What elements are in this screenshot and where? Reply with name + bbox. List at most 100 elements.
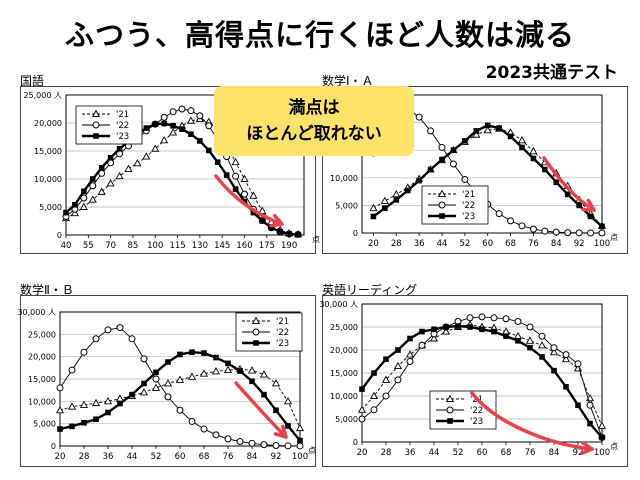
y-tick-label: 20,000 xyxy=(34,119,62,128)
data-point xyxy=(418,341,426,349)
x-unit-label: 点 xyxy=(610,233,618,242)
data-point xyxy=(80,194,88,202)
plot-area xyxy=(361,94,603,234)
data-point xyxy=(597,421,607,429)
x-tick-label: 68 xyxy=(199,452,210,462)
data-point xyxy=(443,324,449,330)
data-point xyxy=(587,213,594,220)
y-tick-label: 15,000 xyxy=(28,375,56,384)
data-point xyxy=(518,222,526,230)
data-point xyxy=(490,314,498,322)
data-point xyxy=(128,335,136,343)
data-point xyxy=(407,335,413,342)
data-point xyxy=(455,323,461,329)
data-point xyxy=(438,143,446,151)
legend-marker xyxy=(252,328,260,336)
data-point xyxy=(517,135,527,144)
legend-label: '23 xyxy=(276,339,289,349)
data-point xyxy=(187,372,197,380)
panel-frame xyxy=(20,86,316,254)
data-point xyxy=(277,228,283,235)
data-point xyxy=(574,360,582,368)
data-point xyxy=(189,349,195,355)
x-tick-label: 28 xyxy=(79,452,90,462)
data-point xyxy=(160,113,168,121)
legend-marker xyxy=(446,406,454,414)
data-point xyxy=(503,333,509,339)
data-point xyxy=(249,191,258,199)
data-point xyxy=(224,435,232,443)
data-point xyxy=(549,347,559,356)
x-tick-label: 20 xyxy=(55,452,66,462)
data-point xyxy=(439,156,445,163)
data-point xyxy=(214,159,221,165)
x-tick-label: 84 xyxy=(551,239,562,249)
x-tick-label: 76 xyxy=(223,452,234,462)
data-point xyxy=(462,138,468,144)
data-point xyxy=(116,324,124,332)
data-point xyxy=(564,229,572,237)
data-point xyxy=(98,165,105,171)
data-point xyxy=(151,383,161,391)
data-point xyxy=(160,136,169,144)
data-point xyxy=(395,347,401,353)
data-point xyxy=(63,209,69,216)
data-point xyxy=(212,431,220,439)
y-tick-label: 15,000 xyxy=(34,147,62,156)
data-point xyxy=(564,191,571,198)
data-point xyxy=(382,205,388,211)
y-tick-label: 25,000 人 xyxy=(23,91,62,100)
data-point xyxy=(427,127,435,135)
data-point xyxy=(550,344,558,352)
callout-line2: ほとんど取れない xyxy=(246,124,382,144)
data-point xyxy=(115,171,124,180)
data-point xyxy=(285,423,291,429)
x-tick-label: 44 xyxy=(437,239,448,249)
data-point xyxy=(93,416,99,422)
x-tick-label: 92 xyxy=(271,452,282,462)
legend-label: '23 xyxy=(116,132,129,142)
callout-bubble: 満点は ほとんど取れない xyxy=(214,86,414,156)
panel-frame xyxy=(322,295,628,467)
data-point xyxy=(106,179,115,187)
data-point xyxy=(358,415,366,423)
data-point xyxy=(515,338,521,344)
x-tick-label: 36 xyxy=(405,448,416,458)
legend-marker xyxy=(437,189,447,197)
data-point xyxy=(197,138,203,144)
data-point xyxy=(163,379,173,387)
y-tick-label: 15,000 xyxy=(330,369,358,378)
x-tick-label: 40 xyxy=(61,241,72,251)
legend-marker xyxy=(92,121,100,129)
legend-label: '22 xyxy=(462,201,475,211)
x-tick-label: 20 xyxy=(368,239,379,249)
legend-marker xyxy=(93,133,99,139)
data-point xyxy=(88,195,97,203)
data-point xyxy=(392,190,401,198)
x-tick-label: 100 xyxy=(292,452,308,462)
x-tick-label: 52 xyxy=(151,452,162,462)
panel-frame xyxy=(322,86,628,254)
data-point xyxy=(103,397,113,405)
y-tick-label: 0 xyxy=(353,229,358,238)
data-point xyxy=(483,126,492,134)
data-point xyxy=(92,335,100,343)
x-unit-label: 点 xyxy=(610,442,618,451)
data-point xyxy=(513,331,523,340)
x-tick-label: 100 xyxy=(594,239,610,249)
x-tick-label: 36 xyxy=(103,452,114,462)
data-point xyxy=(284,442,292,450)
data-point xyxy=(68,366,76,374)
data-point xyxy=(527,344,533,351)
data-point xyxy=(124,164,133,172)
plot-area xyxy=(59,311,301,447)
data-point xyxy=(241,198,248,205)
emphasis-arrow xyxy=(470,391,594,451)
subline: 2023共通テスト xyxy=(485,63,618,83)
emphasis-arrow-head xyxy=(580,441,594,456)
data-point xyxy=(369,203,378,212)
x-tick-label: 145 xyxy=(214,241,230,251)
x-tick-label: 36 xyxy=(414,239,425,249)
data-point xyxy=(250,209,257,216)
data-point xyxy=(295,423,305,432)
